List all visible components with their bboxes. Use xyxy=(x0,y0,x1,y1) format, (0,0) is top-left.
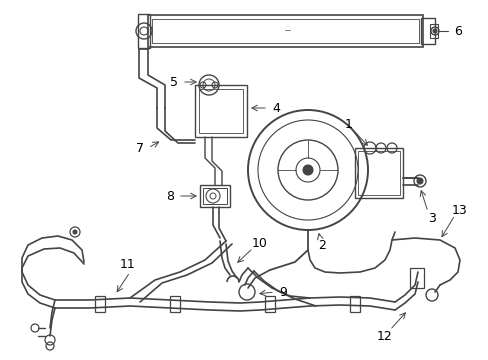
Bar xyxy=(138,14,150,48)
Text: 10: 10 xyxy=(251,237,267,249)
Bar xyxy=(420,18,434,44)
Text: 11: 11 xyxy=(120,258,136,271)
Text: 5: 5 xyxy=(170,76,178,89)
Bar xyxy=(203,188,226,204)
Text: 8: 8 xyxy=(165,189,174,202)
Text: 9: 9 xyxy=(279,285,286,298)
Text: 1: 1 xyxy=(345,117,352,131)
Bar xyxy=(200,185,229,207)
Circle shape xyxy=(73,230,77,234)
Bar xyxy=(199,89,243,133)
Bar xyxy=(195,85,246,137)
Text: 13: 13 xyxy=(451,203,467,216)
Text: 7: 7 xyxy=(136,141,143,154)
Bar xyxy=(354,148,402,198)
Bar xyxy=(148,15,422,47)
Bar xyxy=(349,296,359,312)
Bar xyxy=(170,296,180,312)
Text: 2: 2 xyxy=(317,239,325,252)
Bar xyxy=(357,151,399,195)
Text: 3: 3 xyxy=(427,212,435,225)
Bar xyxy=(95,296,105,312)
Circle shape xyxy=(416,178,422,184)
Bar xyxy=(409,268,423,288)
Circle shape xyxy=(432,29,436,33)
Text: 12: 12 xyxy=(376,330,392,343)
Bar xyxy=(264,296,274,312)
Text: 4: 4 xyxy=(271,102,279,114)
Circle shape xyxy=(303,165,312,175)
Text: 6: 6 xyxy=(453,24,461,37)
Bar xyxy=(152,19,418,43)
Bar xyxy=(429,24,437,38)
